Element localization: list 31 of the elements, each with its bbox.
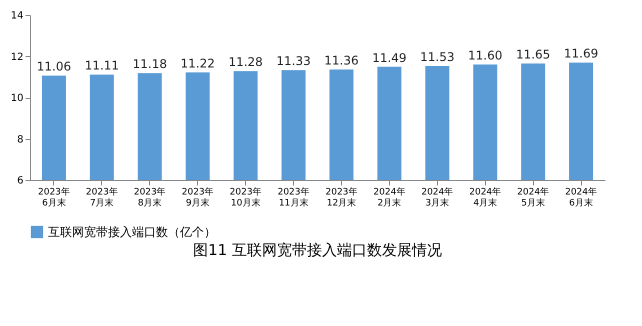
x-tick-label: 2024年2月末 [373,186,406,208]
x-tick-label: 2024年5月末 [517,186,550,208]
y-tick-label: 6 [17,176,24,186]
x-tick-label: 2023年8月末 [134,186,166,208]
text: 11.06 [36,60,72,74]
x-tick-label: 2023年9月末 [182,186,214,208]
text: 11.18 [132,57,167,72]
text: 11.28 [228,55,263,70]
x-tick-label: 2024年4月末 [469,186,502,208]
x-tick-label: 2023年12月末 [326,186,358,208]
text: 11.22 [180,56,215,70]
y-tick-label: 10 [10,93,24,104]
x-tick-label: 2024年3月末 [421,186,454,208]
x-tick-label: 2024年6月末 [565,186,597,208]
text: 11.53 [420,50,454,64]
x-tick-label: 2023年10月末 [230,186,262,208]
text: 11.33 [276,54,311,68]
text: 11.49 [372,50,407,65]
text: 11.36 [324,53,359,68]
text: 11.60 [468,48,502,62]
y-tick-label: 14 [10,10,24,22]
text: 11.65 [516,47,550,62]
y-tick-label: 12 [10,52,24,63]
text: 11.11 [84,58,120,73]
legend-label: 互联网宽带接入端口数（亿个） [48,225,216,239]
x-tick-label: 2023年7月末 [86,186,118,208]
text: 11.69 [564,46,598,61]
text: 图11 互联网宽带接入端口数发展情况 [193,241,442,259]
x-tick-label: 2023年6月末 [38,186,70,208]
y-tick-label: 8 [17,134,24,146]
x-tick-label: 2023年11月末 [278,186,310,208]
